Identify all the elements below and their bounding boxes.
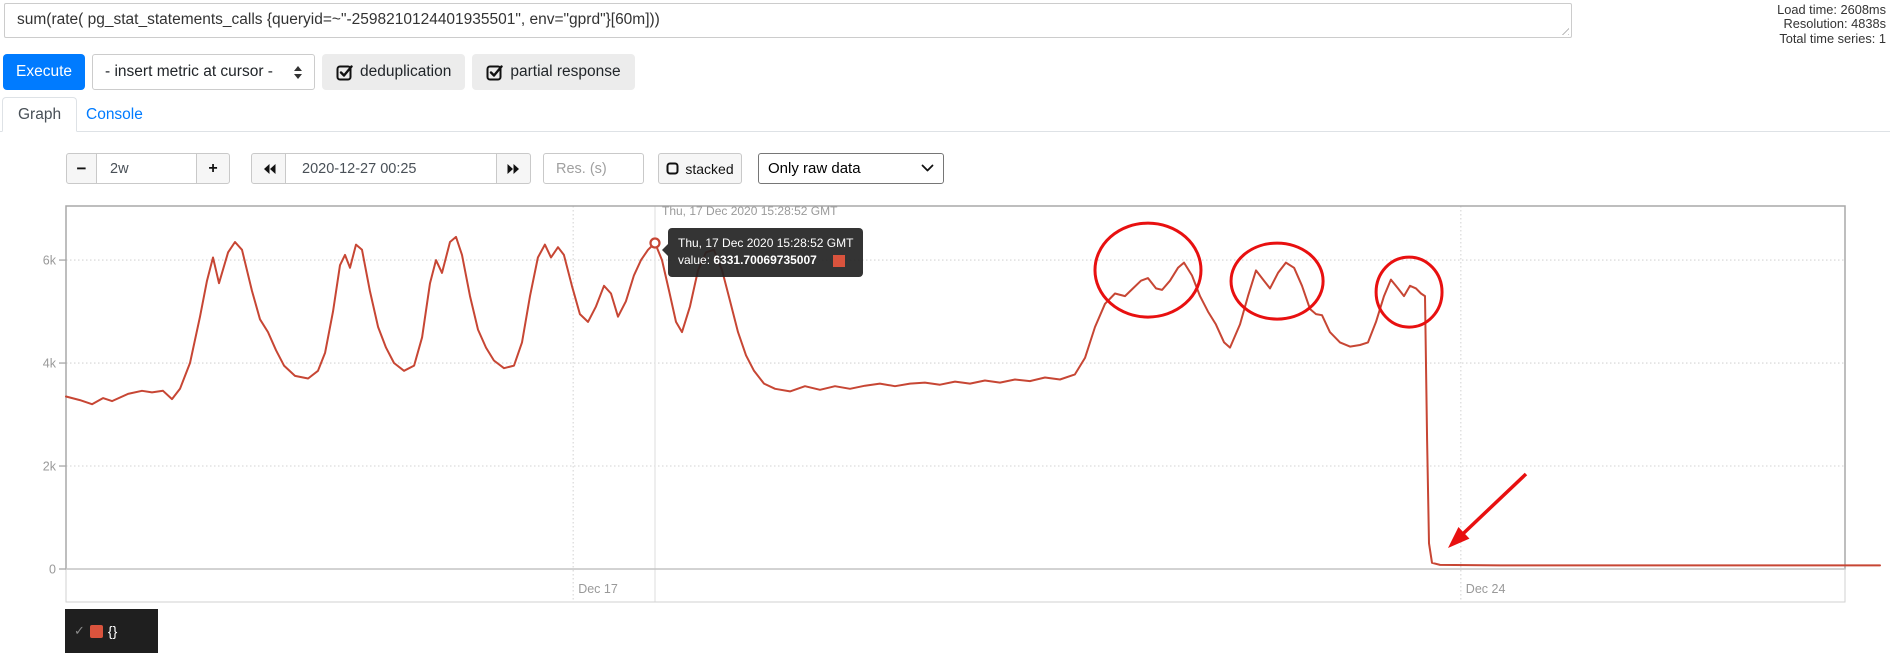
legend-series-label: {}: [107, 623, 118, 639]
stacked-toggle[interactable]: stacked: [658, 153, 742, 184]
time-forward-button[interactable]: [496, 153, 531, 184]
raw-data-select[interactable]: Only raw data: [758, 153, 944, 184]
legend-series-swatch: [89, 624, 103, 638]
y-tick-label: 4k: [43, 357, 57, 371]
series-line: [65, 235, 1881, 567]
chevron-down-icon: [921, 164, 934, 172]
annotation-ellipse: [1374, 255, 1444, 329]
tooltip-value: value: 6331.70069735007: [678, 253, 817, 267]
deduplication-toggle[interactable]: deduplication: [322, 54, 466, 90]
check-square-icon: [336, 64, 353, 80]
range-input[interactable]: [96, 153, 197, 184]
y-tick-label: 6k: [43, 254, 57, 268]
deduplication-label: deduplication: [360, 63, 452, 80]
legend-check-icon: ✓: [74, 623, 85, 638]
partial-response-label: partial response: [510, 63, 621, 80]
empty-square-icon: [666, 162, 679, 175]
graph-canvas[interactable]: 0 2k 4k 6k Dec 17 Dec 24: [0, 195, 1890, 615]
annotation-arrow-head: [1447, 527, 1470, 548]
up-down-arrows-icon: [294, 65, 303, 79]
crosshair-timestamp: Thu, 17 Dec 2020 15:28:52 GMT: [662, 204, 838, 218]
query-expression-input[interactable]: sum(rate( pg_stat_statements_calls {quer…: [4, 3, 1572, 38]
insert-metric-select[interactable]: - insert metric at cursor -: [92, 54, 316, 90]
range-decrease-button[interactable]: −: [66, 153, 97, 184]
highlight-marker: [649, 237, 661, 249]
hover-tooltip: Thu, 17 Dec 2020 15:28:52 GMT value: 633…: [662, 228, 864, 277]
tab-console[interactable]: Console: [86, 105, 143, 123]
y-tick-label: 2k: [43, 460, 57, 474]
graph-controls: − + stacked Only raw data: [66, 153, 944, 184]
total-time-series: Total time series: 1: [1779, 30, 1886, 46]
time-back-button[interactable]: [251, 153, 286, 184]
stacked-label: stacked: [685, 160, 734, 177]
resolution: Resolution: 4838s: [1783, 16, 1886, 32]
x-tick-label: Dec 24: [1466, 582, 1506, 596]
check-square-icon: [486, 64, 504, 80]
annotation-ellipse: [1093, 221, 1203, 319]
insert-metric-label: - insert metric at cursor -: [105, 63, 273, 80]
partial-response-toggle[interactable]: partial response: [472, 54, 635, 90]
execute-toolbar: Execute - insert metric at cursor - dedu…: [3, 54, 635, 90]
y-tick-label: 0: [49, 563, 56, 577]
range-increase-button[interactable]: +: [196, 153, 230, 184]
tooltip-timestamp: Thu, 17 Dec 2020 15:28:52 GMT: [678, 236, 854, 250]
annotation-ellipse: [1229, 241, 1325, 321]
resolution-input[interactable]: [543, 153, 644, 184]
datetime-input[interactable]: [285, 153, 497, 184]
rewind-icon: [263, 163, 275, 174]
load-time: Load time: 2608ms: [1777, 2, 1886, 17]
raw-data-select-value: Only raw data: [768, 160, 861, 177]
query-stats: Load time: 2608ms Resolution: 4838s Tota…: [1777, 2, 1886, 46]
tab-bar: Graph Console: [0, 97, 1890, 132]
execute-button[interactable]: Execute: [3, 54, 86, 90]
legend-item[interactable]: ✓ {}: [65, 609, 158, 653]
annotation-arrow-shaft: [1456, 472, 1528, 540]
x-tick-label: Dec 17: [578, 582, 618, 596]
tab-graph[interactable]: Graph: [2, 97, 78, 132]
axis-strip-border: [65, 568, 1846, 603]
fast-forward-icon: [507, 163, 519, 174]
series-swatch: [832, 254, 845, 267]
textarea-resize-handle[interactable]: [1558, 24, 1569, 35]
tooltip-arrow: [662, 244, 668, 256]
